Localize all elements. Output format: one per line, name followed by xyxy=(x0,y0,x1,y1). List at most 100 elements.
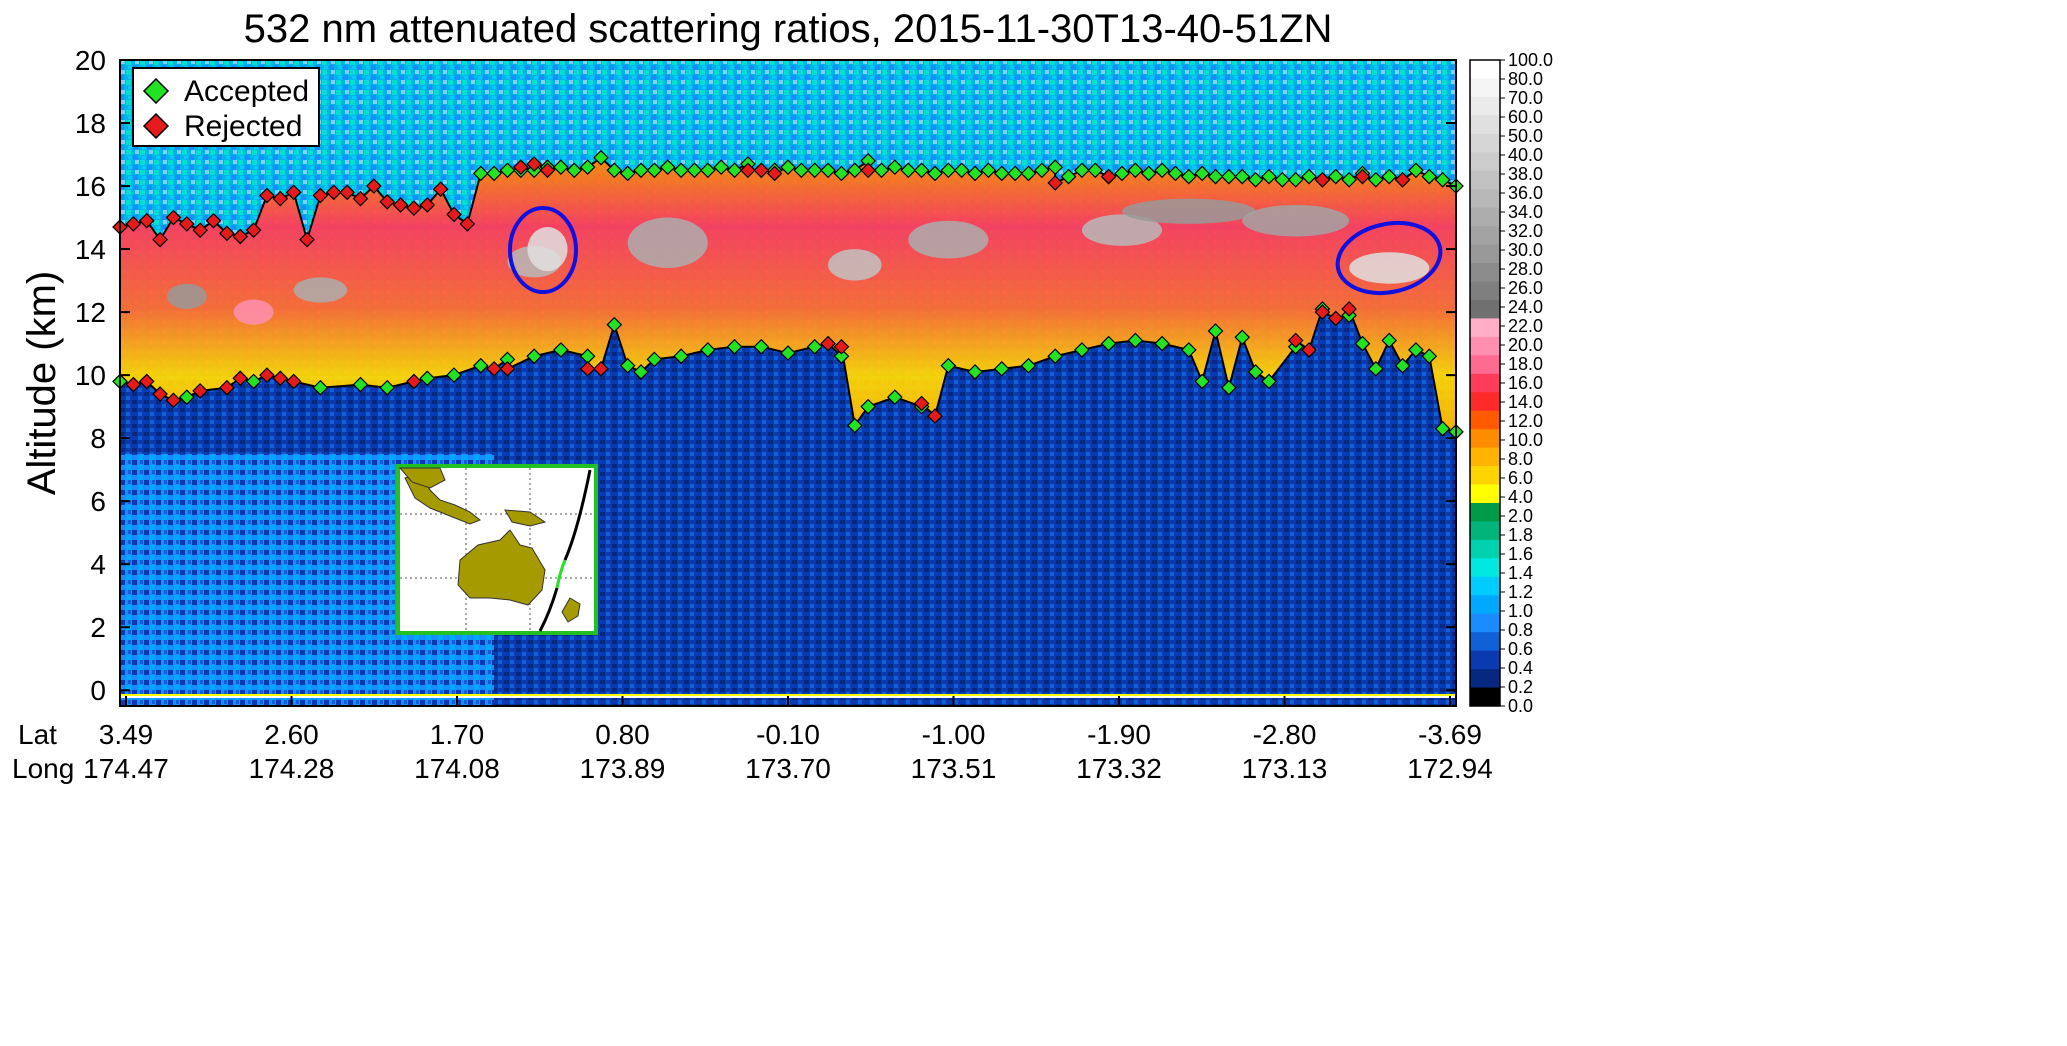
lat-tick-label: -0.10 xyxy=(756,719,820,750)
boundary-marker-rejected xyxy=(125,376,142,393)
y-axis-label: Altitude (km) xyxy=(20,271,64,496)
boundary-marker-accepted xyxy=(1033,162,1050,179)
boundary-marker-rejected xyxy=(219,225,235,242)
boundary-marker-accepted xyxy=(1381,332,1398,349)
legend-marker-accepted xyxy=(142,77,170,105)
boundary-marker-rejected xyxy=(339,184,355,201)
colorbar-cell xyxy=(1470,613,1500,633)
colorbar-label: 36.0 xyxy=(1508,183,1543,203)
colorbar-label: 60.0 xyxy=(1508,107,1543,127)
boundary-marker-accepted xyxy=(1261,373,1277,390)
boundary-marker-accepted xyxy=(1381,168,1398,185)
boundary-marker-rejected xyxy=(379,193,396,210)
colorbar-label: 28.0 xyxy=(1508,259,1543,279)
boundary-marker-accepted xyxy=(1247,364,1264,380)
colorbar-label: 26.0 xyxy=(1508,278,1543,298)
legend-label-rejected: Rejected xyxy=(184,110,302,143)
boundary-marker-accepted xyxy=(1020,357,1037,374)
heatmap-patch xyxy=(166,283,207,309)
inset-map-asia xyxy=(398,467,446,489)
boundary-marker-rejected xyxy=(860,162,877,179)
colorbar-cell xyxy=(1470,263,1500,282)
boundary-marker-accepted xyxy=(1354,335,1371,352)
colorbar-label: 0.8 xyxy=(1508,620,1533,640)
boundary-marker-accepted xyxy=(913,162,930,179)
y-tick-label: 12 xyxy=(75,297,106,328)
colorbar-cell xyxy=(1470,466,1500,486)
boundary-marker-accepted xyxy=(1421,348,1438,365)
boundary-marker-accepted xyxy=(820,162,836,179)
colorbar-label: 0.6 xyxy=(1508,639,1533,659)
heatmap-patch xyxy=(527,227,568,272)
boundary-marker-accepted xyxy=(1047,348,1064,365)
boundary-marker-accepted xyxy=(446,367,462,383)
boundary-marker-accepted xyxy=(940,162,957,179)
boundary-marker-accepted xyxy=(1207,168,1224,185)
boundary-marker-accepted xyxy=(1367,171,1384,188)
colorbar-cell xyxy=(1470,521,1500,541)
colorbar-label: 40.0 xyxy=(1508,145,1543,165)
boundary-marker-accepted xyxy=(1020,165,1037,182)
heatmap-patch xyxy=(908,220,989,259)
boundary-marker-accepted xyxy=(1434,171,1451,188)
colorbar-label: 30.0 xyxy=(1508,240,1543,260)
boundary-marker-rejected xyxy=(192,222,209,239)
boundary-marker-accepted xyxy=(967,165,983,182)
boundary-marker-rejected xyxy=(539,162,556,179)
colorbar-cell xyxy=(1470,355,1500,375)
boundary-marker-accepted xyxy=(1100,335,1117,352)
boundary-marker-rejected xyxy=(272,190,289,207)
highlight-ellipse-right xyxy=(1335,221,1443,295)
heatmap-patch xyxy=(1081,214,1163,246)
lat-tick-label: 1.70 xyxy=(430,719,485,750)
colorbar-label: 50.0 xyxy=(1508,126,1543,146)
colorbar-label: 24.0 xyxy=(1508,297,1543,317)
y-tick-label: 2 xyxy=(90,612,106,643)
boundary-marker-accepted xyxy=(1234,168,1251,185)
heatmap-patch xyxy=(1242,204,1350,237)
y-tick-label: 6 xyxy=(90,486,106,517)
y-tick-label: 16 xyxy=(75,171,106,202)
boundary-marker-rejected xyxy=(1327,310,1344,327)
boundary-marker-rejected xyxy=(352,190,369,207)
boundary-marker-accepted xyxy=(846,162,863,179)
boundary-marker-rejected xyxy=(432,181,449,198)
boundary-marker-accepted xyxy=(1421,168,1438,185)
colorbar-cell xyxy=(1470,558,1500,578)
colorbar-cell xyxy=(1470,669,1500,689)
boundary-marker-accepted xyxy=(1007,165,1023,182)
x-row-label-lat: Lat xyxy=(18,719,57,750)
boundary-marker-rejected xyxy=(205,212,222,229)
boundary-marker-rejected xyxy=(1301,342,1317,358)
colorbar-cell xyxy=(1470,244,1500,264)
boundary-marker-rejected xyxy=(1047,175,1064,191)
boundary-marker-accepted xyxy=(753,338,770,355)
boundary-marker-accepted xyxy=(472,357,489,374)
long-tick-label: 174.47 xyxy=(83,753,169,784)
colorbar-label: 1.4 xyxy=(1508,563,1533,583)
long-tick-label: 172.94 xyxy=(1407,753,1493,784)
colorbar-cell xyxy=(1470,133,1500,153)
boundary-marker-rejected xyxy=(820,335,836,352)
boundary-marker-accepted xyxy=(1180,168,1197,185)
colorbar-cell xyxy=(1470,281,1500,301)
boundary-marker-rejected xyxy=(1100,168,1117,185)
boundary-marker-rejected xyxy=(232,228,249,245)
long-tick-label: 173.70 xyxy=(745,753,831,784)
colorbar-label: 0.2 xyxy=(1508,677,1533,697)
colorbar-label: 6.0 xyxy=(1508,468,1533,488)
chart-title: 532 nm attenuated scattering ratios, 201… xyxy=(244,7,1333,51)
heatmap-patch xyxy=(828,249,882,281)
colorbar-cell xyxy=(1470,595,1500,615)
boundary-marker-rejected xyxy=(259,367,275,383)
boundary-marker-accepted xyxy=(646,351,663,368)
boundary-marker-rejected xyxy=(406,373,422,390)
boundary-marker-rejected xyxy=(125,216,142,232)
boundary-marker-accepted xyxy=(1394,357,1411,374)
colorbar-cell xyxy=(1470,373,1500,393)
boundary-marker-accepted xyxy=(553,159,569,175)
colorbar-cell xyxy=(1470,115,1500,135)
boundary-marker-accepted xyxy=(806,338,823,355)
